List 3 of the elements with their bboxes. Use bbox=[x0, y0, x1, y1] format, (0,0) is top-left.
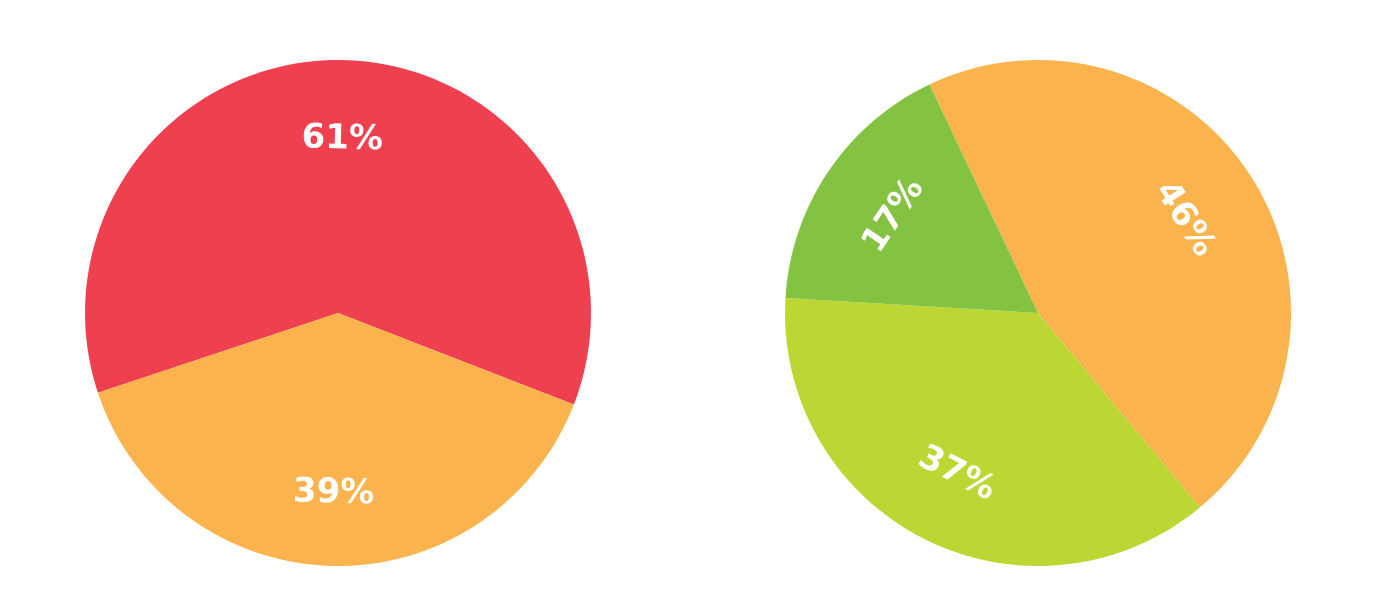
data-label: 37% bbox=[918, 443, 994, 499]
data-label: 39% bbox=[294, 476, 374, 504]
data-label: 61% bbox=[303, 122, 382, 150]
